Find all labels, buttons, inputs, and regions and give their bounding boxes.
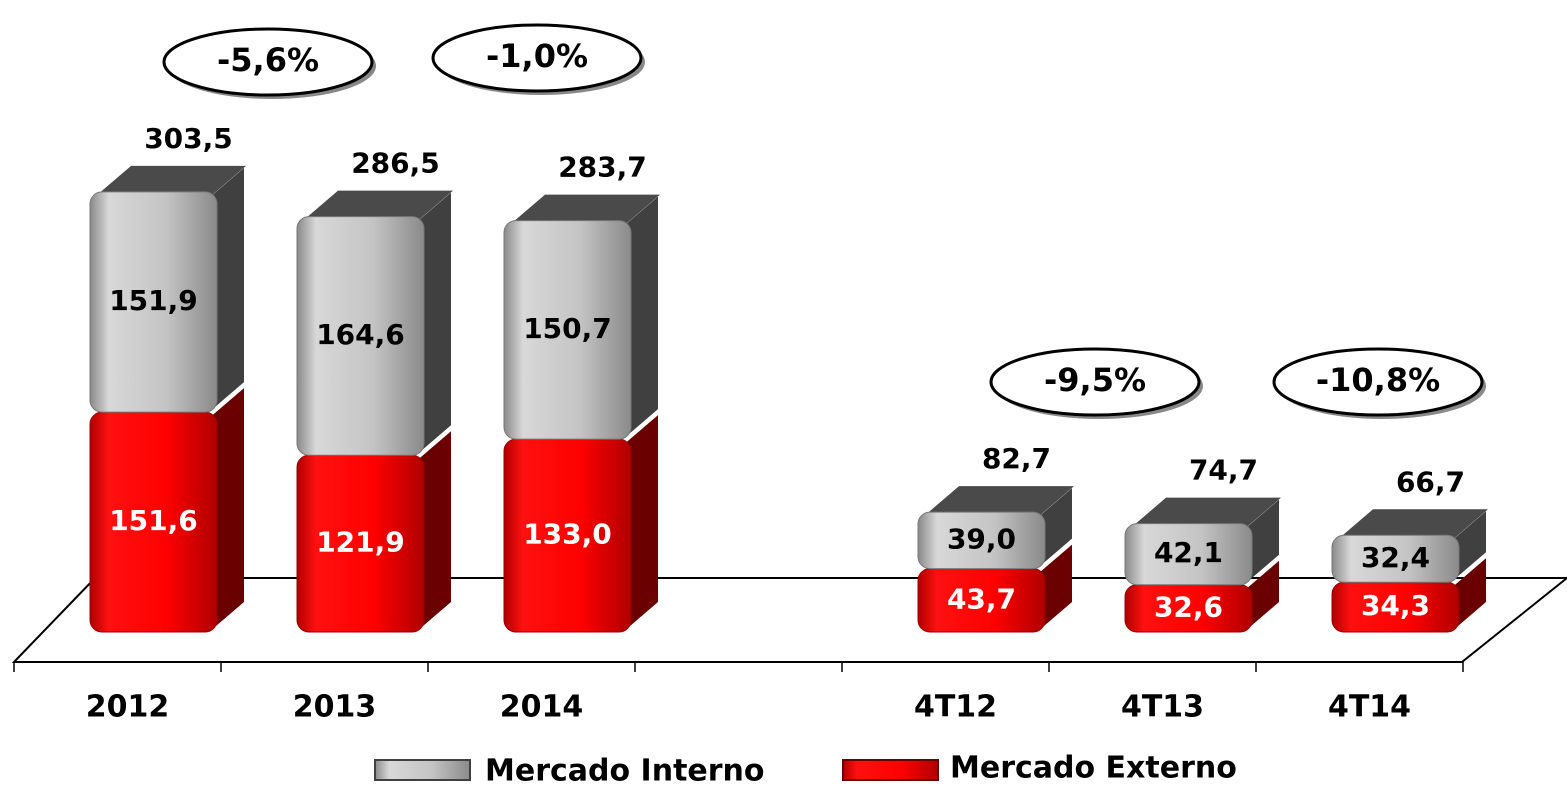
bar-side: [1037, 488, 1072, 569]
bar: [503, 220, 632, 440]
bar: [1124, 523, 1253, 586]
annotation-oval: [162, 27, 374, 97]
value-label: 34,3: [1361, 589, 1430, 622]
bar-side: [1451, 558, 1486, 632]
legend-label: Mercado Externo: [950, 751, 1237, 786]
bar-side: [1244, 560, 1279, 632]
total-label: 66,7: [1396, 465, 1465, 498]
total-label: 286,5: [351, 147, 440, 180]
annotation-oval: [1272, 347, 1484, 417]
bar-top: [1338, 509, 1488, 540]
bar-top: [924, 486, 1074, 517]
bar-side: [1451, 511, 1486, 583]
bar: [296, 216, 425, 456]
annotation-oval: [431, 23, 643, 93]
annotation: -10,8%: [1316, 361, 1440, 399]
value-label: 150,7: [523, 312, 612, 345]
bar: [1331, 534, 1460, 583]
x-tick-label: 2012: [86, 690, 170, 725]
value-label: 164,6: [316, 318, 405, 351]
value-label: 39,0: [947, 522, 1016, 555]
bar-top: [510, 194, 660, 225]
bar-side: [416, 431, 451, 632]
bar-side: [209, 167, 244, 413]
x-tick-label: 2013: [293, 690, 377, 725]
value-label: 121,9: [316, 526, 405, 559]
value-label: 151,9: [109, 284, 198, 317]
legend-swatch: [842, 759, 939, 781]
total-label: 82,7: [982, 442, 1051, 475]
x-tick-label: 4T12: [914, 690, 997, 725]
value-label: 43,7: [947, 582, 1016, 615]
annotation: -1,0%: [486, 37, 588, 75]
bar-side: [209, 388, 244, 632]
x-tick-label: 2014: [500, 690, 584, 725]
annotation: -9,5%: [1044, 361, 1146, 399]
x-tick-label: 4T13: [1121, 690, 1204, 725]
bar-side: [1244, 499, 1279, 585]
annotation: -5,6%: [217, 41, 319, 79]
bar-side: [623, 415, 658, 632]
bar-side: [416, 192, 451, 456]
x-tick-label: 4T14: [1328, 690, 1411, 725]
bar-top: [1131, 497, 1281, 528]
bar-side: [1037, 544, 1072, 632]
legend-label: Mercado Interno: [485, 754, 765, 788]
total-label: 283,7: [558, 151, 647, 184]
value-label: 133,0: [523, 518, 612, 551]
bar-top: [303, 190, 453, 221]
legend-swatch: [374, 759, 471, 781]
value-label: 32,4: [1361, 541, 1430, 574]
value-label: 42,1: [1154, 536, 1223, 569]
annotation-oval: [989, 347, 1201, 417]
value-label: 32,6: [1154, 590, 1223, 623]
bar: [89, 191, 218, 413]
bar-top: [96, 165, 246, 196]
total-label: 303,5: [144, 122, 233, 155]
value-label: 151,6: [109, 504, 198, 537]
bar: [917, 511, 1046, 570]
bar-side: [623, 196, 658, 440]
total-label: 74,7: [1189, 454, 1258, 487]
